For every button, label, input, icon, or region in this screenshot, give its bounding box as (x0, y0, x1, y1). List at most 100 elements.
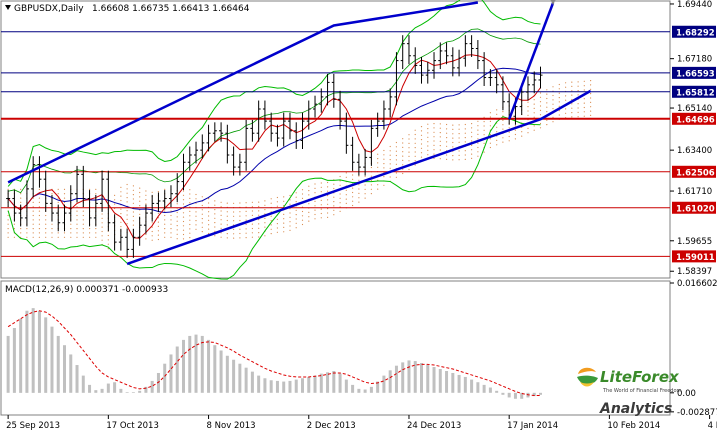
cloud-dot (157, 221, 159, 223)
cloud-dot (395, 172, 397, 174)
cloud-dot (7, 219, 9, 221)
cloud-dot (496, 139, 498, 141)
cloud-dot (38, 201, 41, 203)
cloud-dot (477, 129, 479, 131)
cloud-dot (420, 130, 423, 132)
chart-header: GBPUSDX,Daily 1.66608 1.66735 1.66413 1.… (5, 4, 250, 14)
cloud-dot (583, 85, 585, 87)
cloud-dot (558, 110, 560, 112)
cloud-dot (358, 179, 360, 181)
cloud-dot (220, 210, 222, 212)
cloud-dot (195, 228, 197, 230)
cloud-dot (458, 154, 460, 156)
cloud-dot (258, 236, 260, 238)
cloud-dot (76, 223, 78, 225)
cloud-dot (364, 184, 366, 186)
cloud-dot (126, 188, 128, 190)
cloud-dot (571, 107, 573, 109)
cloud-dot (433, 136, 435, 138)
cloud-dot (327, 195, 329, 197)
cloud-dot (464, 150, 466, 152)
cloud-dot (452, 124, 454, 126)
cloud-dot (70, 232, 72, 234)
cloud-dot (477, 120, 479, 122)
cloud-dot (458, 133, 460, 135)
cloud-dot (283, 196, 285, 198)
cloud-dot (139, 196, 141, 198)
cloud-dot (571, 116, 573, 118)
cloud-dot (583, 80, 585, 82)
cloud-dot (546, 124, 548, 126)
cloud-dot (565, 99, 567, 101)
horizontal-levels: 1.68292 1.66593 1.65812 1.64696 1.62506 1.610… (1, 25, 716, 263)
cloud-dot (389, 159, 391, 161)
cloud-dot (314, 183, 316, 185)
upper-band-line (7, 0, 541, 187)
cloud-dot (189, 219, 191, 221)
cloud-dot (370, 184, 372, 186)
cloud-dot (577, 103, 579, 105)
cloud-dot (7, 232, 9, 234)
cloud-dot (57, 201, 59, 203)
macd-signal-line (7, 310, 541, 396)
cloud-dot (577, 85, 579, 87)
level-label-box (672, 25, 716, 38)
cloud-dot (333, 183, 335, 185)
cloud-dot (552, 99, 554, 101)
cloud-dot (195, 211, 197, 213)
cloud-dot (245, 237, 247, 239)
cloud-dot (389, 150, 391, 152)
cloud-dot (126, 197, 128, 199)
cloud-dot (527, 114, 529, 116)
cloud-dot (120, 208, 122, 210)
cloud-dot (176, 216, 178, 218)
cloud-dot (583, 115, 585, 117)
cloud-dot (214, 222, 216, 224)
cloud-dot (446, 145, 448, 147)
cloud-dot (226, 215, 228, 217)
cloud-dot (314, 192, 316, 194)
cloud-dot (258, 210, 260, 212)
cloud-dot (508, 127, 510, 129)
cloud-dot (339, 202, 341, 204)
cloud-dot (314, 218, 316, 220)
cloud-dot (132, 224, 134, 226)
cloud-dot (32, 228, 34, 230)
price-bars (6, 35, 543, 258)
cloud-dot (327, 212, 329, 214)
cloud-dot (70, 236, 72, 238)
cloud-dot (126, 218, 128, 220)
cloud-dot (13, 236, 15, 238)
cloud-dot (126, 192, 128, 194)
cloud-dot (383, 149, 385, 152)
cloud-dot (539, 122, 542, 125)
cloud-dot (7, 236, 9, 238)
cloud-dot (571, 81, 573, 83)
cloud-dot (464, 132, 466, 134)
logo-text: LiteForex (600, 368, 680, 386)
cloud-dot (38, 236, 41, 238)
cloud-dot (389, 154, 391, 156)
cloud-dot (126, 183, 128, 186)
cloud-dot (208, 232, 210, 235)
lower-band-line (7, 116, 541, 280)
cloud-dot (395, 141, 397, 144)
cloud-dot (57, 188, 59, 190)
cloud-dot (258, 205, 260, 208)
cloud-dot (414, 133, 416, 136)
cloud-dot (208, 215, 210, 217)
cloud-dot (533, 116, 535, 118)
cloud-dot (427, 123, 429, 125)
cloud-dot (590, 80, 592, 82)
cloud-dot (308, 211, 310, 213)
cloud-dot (590, 88, 592, 90)
cloud-dot (370, 193, 372, 195)
cloud-dot (508, 140, 510, 142)
cloud-dot (120, 213, 122, 215)
cloud-dot (464, 123, 466, 126)
cloud-dot (377, 188, 379, 190)
cloud-dot (201, 213, 203, 215)
cloud-dot (301, 215, 304, 217)
cloud-dot (420, 126, 423, 128)
cloud-dot (546, 93, 548, 95)
